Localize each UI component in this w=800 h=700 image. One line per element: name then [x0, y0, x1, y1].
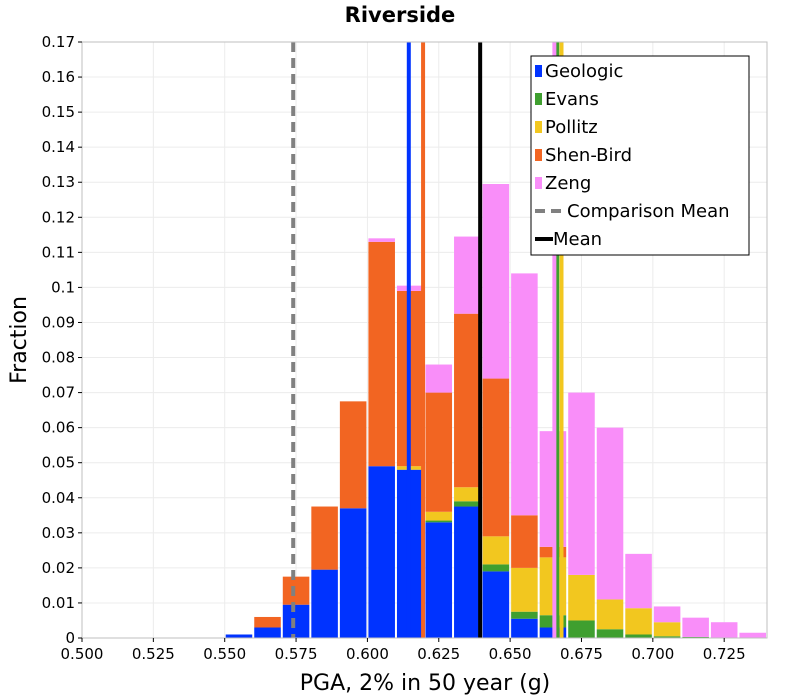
- bar-geologic: [482, 571, 510, 638]
- bar-shen-bird: [368, 241, 395, 467]
- x-tick-label: 0.625: [417, 645, 460, 663]
- bar-evans: [425, 520, 453, 523]
- legend-swatch-geologic: [535, 65, 542, 77]
- legend-box: [530, 55, 750, 256]
- bar-zeng: [568, 392, 595, 575]
- bar-zeng: [625, 553, 652, 609]
- y-tick-label: 0.15: [42, 103, 75, 121]
- bar-evans: [568, 620, 595, 638]
- bar-zeng: [368, 238, 395, 242]
- bar-zeng: [482, 183, 510, 379]
- x-tick-label: 0.725: [703, 645, 746, 663]
- legend-label-shen-bird: Shen-Bird: [545, 145, 632, 166]
- bar-shen-bird: [311, 506, 338, 570]
- bar-pollitz: [454, 487, 481, 502]
- bar-evans: [682, 636, 709, 638]
- x-axis-ticks: 0.500 0.525 0.550 0.575 0.600 0.625 0.650 0.675…: [61, 638, 746, 663]
- bar-pollitz: [625, 608, 652, 635]
- bar-evans: [653, 636, 681, 638]
- legend-label-comparison-mean: Comparison Mean: [567, 201, 730, 222]
- bar-shen-bird: [511, 515, 538, 568]
- bar-shen-bird: [482, 378, 510, 537]
- bar-zeng: [425, 364, 453, 393]
- x-tick-label: 0.650: [489, 645, 532, 663]
- bar-geologic: [339, 508, 367, 638]
- bar-geologic: [454, 506, 481, 638]
- bar-shen-bird: [282, 576, 310, 605]
- plot-frame: [81, 41, 768, 639]
- y-tick-label: 0.16: [42, 68, 75, 86]
- chart-title: Riverside: [345, 3, 456, 27]
- y-tick-label: 0.14: [42, 138, 75, 156]
- y-tick-label: 0.12: [42, 208, 75, 226]
- y-tick-label: 0: [65, 629, 75, 647]
- bar-geologic: [282, 604, 310, 638]
- histogram-bars: [225, 183, 766, 638]
- legend-label-pollitz: Pollitz: [545, 117, 598, 138]
- legend-swatch-zeng: [535, 177, 542, 189]
- bar-geologic: [511, 618, 538, 638]
- x-tick-label: 0.550: [203, 645, 246, 663]
- bar-geologic: [225, 634, 253, 638]
- bar-zeng: [596, 427, 624, 600]
- legend-label-mean: Mean: [553, 229, 602, 250]
- bar-pollitz: [653, 622, 681, 637]
- legend-swatch-evans: [535, 93, 542, 105]
- x-tick-label: 0.525: [132, 645, 175, 663]
- legend-label-geologic: Geologic: [545, 61, 623, 82]
- x-tick-label: 0.575: [275, 645, 318, 663]
- y-tick-label: 0.07: [42, 384, 75, 402]
- y-tick-label: 0.13: [42, 173, 75, 191]
- bar-shen-bird: [339, 401, 367, 509]
- y-tick-label: 0.05: [42, 454, 75, 472]
- y-tick-label: 0.17: [42, 33, 75, 51]
- y-tick-label: 0.02: [42, 559, 75, 577]
- bar-pollitz: [425, 511, 453, 521]
- bar-geologic: [311, 569, 338, 638]
- bar-geologic: [425, 522, 453, 638]
- bar-geologic: [254, 627, 281, 638]
- bar-pollitz: [568, 574, 595, 621]
- x-axis-title: PGA, 2% in 50 year (g): [300, 671, 551, 696]
- legend: Geologic Evans Pollitz Shen-Bird Zeng Compari…: [530, 55, 750, 256]
- x-tick-label: 0.600: [346, 645, 389, 663]
- legend-label-zeng: Zeng: [545, 173, 591, 194]
- bar-evans: [625, 634, 652, 638]
- y-tick-label: 0.09: [42, 313, 75, 331]
- bar-geologic: [368, 466, 395, 638]
- y-tick-label: 0.01: [42, 594, 75, 612]
- x-tick-label: 0.700: [631, 645, 674, 663]
- bar-zeng: [682, 617, 709, 637]
- bar-zeng: [739, 632, 766, 638]
- y-axis-title: Fraction: [7, 296, 32, 384]
- bar-evans: [596, 629, 624, 638]
- y-tick-label: 0.03: [42, 524, 75, 542]
- bar-shen-bird: [425, 392, 453, 512]
- bar-pollitz: [596, 599, 624, 630]
- bar-evans: [482, 564, 510, 572]
- bar-zeng: [511, 273, 538, 516]
- bar-zeng: [653, 606, 681, 623]
- bar-evans: [454, 501, 481, 507]
- y-tick-label: 0.04: [42, 489, 75, 507]
- y-tick-label: 0.06: [42, 419, 75, 437]
- y-axis-ticks: 0 0.01 0.02 0.03 0.04 0.05 0.06 0.07 0.08 0.09 0.1…: [42, 33, 82, 647]
- bar-shen-bird: [454, 313, 481, 488]
- bar-pollitz: [511, 567, 538, 612]
- bar-zeng: [454, 236, 481, 314]
- mean-lines: [291, 42, 564, 638]
- bar-pollitz: [482, 536, 510, 565]
- bar-shen-bird: [254, 616, 281, 628]
- y-tick-label: 0.11: [42, 243, 75, 261]
- x-tick-label: 0.675: [560, 645, 603, 663]
- y-tick-label: 0.1: [51, 278, 75, 296]
- x-tick-label: 0.500: [61, 645, 104, 663]
- legend-swatch-shen-bird: [535, 149, 542, 161]
- bar-evans: [511, 611, 538, 619]
- legend-label-evans: Evans: [545, 89, 599, 110]
- bar-zeng: [710, 622, 738, 638]
- legend-swatch-pollitz: [535, 121, 542, 133]
- y-tick-label: 0.08: [42, 349, 75, 367]
